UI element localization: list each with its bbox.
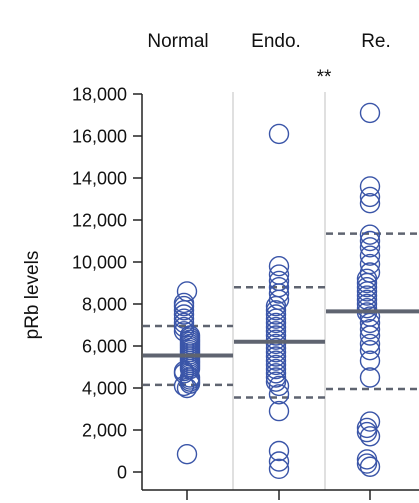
data-point [265,337,287,359]
data-point [359,237,381,258]
data-point [176,443,198,465]
y-tick-label: 8,000 [82,295,127,315]
y-tick-label: 4,000 [82,379,127,399]
data-point [268,384,290,405]
y-axis-label: pRb levels [22,251,43,340]
data-point [359,426,381,447]
data-point [268,264,290,285]
y-axis: 0 2,000 4,000 6,000 8,000 10,000 12,000 14,000 1… [72,85,143,490]
data-point [359,192,381,214]
data-point [356,449,378,470]
data-point [265,329,287,350]
data-point [359,306,381,327]
y-tick-label: 16,000 [72,127,127,147]
data-point [356,453,378,474]
data-point [268,375,290,397]
y-tick-label: 12,000 [72,211,127,231]
data-point [268,451,290,472]
data-point [359,333,381,355]
data-point [265,300,287,321]
data-point [356,277,378,298]
y-tick-label: 0 [117,463,127,483]
data-point [173,316,195,338]
data-point [268,270,290,292]
data-point [356,289,378,310]
data-point [359,245,381,266]
mean-lines [143,309,419,358]
y-tick-label: 10,000 [72,253,127,273]
data-point [265,333,287,355]
data-point [268,440,290,462]
significance-marker: ** [317,67,332,88]
data-point [173,321,195,342]
data-point [359,340,381,361]
data-point [265,363,287,384]
data-point [173,304,195,325]
data-point [359,411,381,432]
data-point [268,400,290,422]
data-point [268,458,290,480]
y-tick-label: 18,000 [72,85,127,105]
data-point [173,308,195,329]
y-tick-label: 14,000 [72,169,127,189]
data-point [356,298,378,319]
data-points [173,102,381,480]
group-header: Normal [147,31,208,52]
data-point [265,304,287,325]
sd-lines [143,232,419,399]
data-point [359,367,381,388]
data-point [265,367,287,388]
data-point [265,325,287,346]
data-point [265,316,287,338]
data-point [176,281,198,302]
group-dividers [232,92,326,490]
data-point [173,312,195,334]
y-tick-label: 6,000 [82,337,127,357]
data-point [268,277,290,298]
data-point [265,350,287,371]
data-point [265,358,287,380]
data-point [265,354,287,376]
group-headers: Normal Endo. Re. [147,31,390,52]
data-point [359,253,381,275]
data-point [359,319,381,340]
data-point [359,224,381,245]
data-point [265,346,287,367]
group-header: Re. [361,31,391,52]
data-point [356,293,378,315]
data-point [359,230,381,252]
x-axis [142,489,419,500]
data-point [173,292,195,314]
data-point [359,176,381,197]
data-point [356,421,378,443]
y-tick-label: 2,000 [82,421,127,441]
data-point [268,123,290,145]
data-point [359,102,381,124]
data-point [359,350,381,371]
group-header: Endo. [251,31,301,52]
data-point [359,262,381,283]
data-point [265,371,287,392]
data-point [356,285,378,306]
data-point [268,256,290,277]
data-point [265,312,287,334]
data-point [359,186,381,208]
